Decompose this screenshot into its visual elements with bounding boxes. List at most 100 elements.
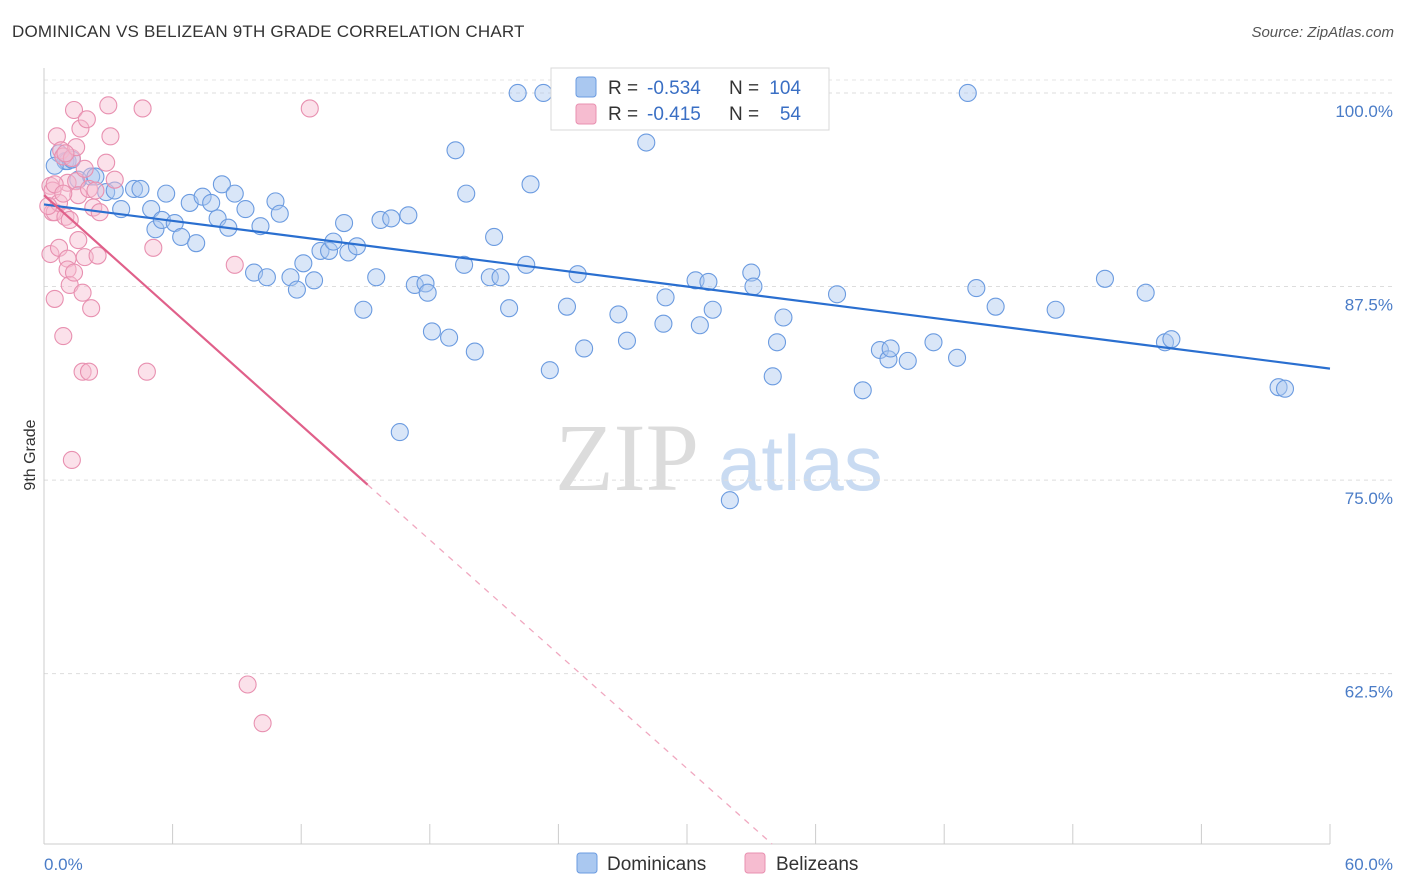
dominicans-point-56 xyxy=(465,342,484,361)
belizeans-point-43 xyxy=(137,362,156,381)
belizeans-point-26 xyxy=(73,362,92,381)
belizeans-trend-line xyxy=(43,194,369,486)
x-tick-marks xyxy=(43,824,1331,844)
belizeans-point-18 xyxy=(62,148,81,168)
trend-lines xyxy=(43,194,1331,845)
y-axis-label: 9th Grade xyxy=(22,419,39,490)
dominicans-point-13 xyxy=(146,220,165,239)
dominicans-point-58 xyxy=(485,227,504,247)
dominicans-point-68 xyxy=(575,339,594,358)
belizeans-point-27 xyxy=(73,283,92,302)
dominicans-point-100 xyxy=(1162,330,1181,349)
dominicans-point-39 xyxy=(335,213,354,233)
dominicans-point-65 xyxy=(540,361,559,380)
belizeans-point-24 xyxy=(69,231,88,250)
dominicans-point-29 xyxy=(257,268,276,287)
belizeans-point-51 xyxy=(54,184,73,203)
belizeans-point-6 xyxy=(47,127,66,146)
dominicans-point-69 xyxy=(609,305,628,324)
dominicans-point-23 xyxy=(212,175,231,194)
dominicans-point-102 xyxy=(1275,379,1295,398)
belizeans-point-20 xyxy=(64,100,84,120)
dominicans-point-85 xyxy=(827,285,847,304)
belizeans-point-11 xyxy=(54,327,73,346)
dominicans-point-33 xyxy=(287,280,306,299)
dominicans-point-93 xyxy=(958,83,977,103)
dominicans-point-34 xyxy=(294,254,313,273)
dominicans-point-15 xyxy=(157,184,176,203)
belizeans-point-48 xyxy=(300,99,319,118)
dominicans-trend-line xyxy=(43,203,1331,370)
belizeans-point-35 xyxy=(86,181,105,200)
legend: R = -0.534 N = 104 R = -0.415 N = 54 xyxy=(550,67,830,131)
dominicans-point-50 xyxy=(418,283,437,302)
belizeans-point-44 xyxy=(144,238,163,257)
dominicans-point-55 xyxy=(457,184,476,203)
dominicans-point-92 xyxy=(948,348,967,367)
watermark-atlas: atlas xyxy=(718,419,883,507)
dominicans-point-75 xyxy=(690,316,709,335)
dominicans-point-54 xyxy=(455,255,474,274)
dominicans-point-66 xyxy=(557,297,577,316)
belizeans-point-19 xyxy=(64,263,84,282)
dominicans-point-35 xyxy=(305,271,324,290)
dominicans-point-86 xyxy=(853,381,872,400)
dominicans-point-45 xyxy=(382,209,401,228)
y-tick-label-3: 62.5% xyxy=(1345,683,1393,702)
dominicans-point-91 xyxy=(924,333,943,352)
series-swatch-belizeans xyxy=(744,852,766,874)
dominicans-point-80 xyxy=(742,263,761,282)
belizeans-point-21 xyxy=(67,138,86,157)
dominicans-point-42 xyxy=(354,300,373,319)
legend-n-value-2: 54 xyxy=(780,104,802,125)
belizeans-point-4 xyxy=(45,289,64,308)
belizeans-point-42 xyxy=(133,99,152,118)
x-tick-label-min: 0.0% xyxy=(44,855,83,874)
dominicans-point-43 xyxy=(367,268,386,287)
dominicans-point-25 xyxy=(225,184,244,203)
dominicans-point-19 xyxy=(187,234,206,253)
dominicans-point-28 xyxy=(251,217,270,236)
dominicans-point-57 xyxy=(480,268,499,287)
dominicans-point-97 xyxy=(1095,269,1114,288)
y-tick-label-0: 100.0% xyxy=(1335,102,1393,121)
dominicans-point-70 xyxy=(617,331,637,350)
dominicans-point-47 xyxy=(399,206,418,225)
series-swatch-dominicans xyxy=(576,852,598,874)
belizeans-point-52 xyxy=(56,144,75,163)
legend-n-label-2: N = xyxy=(729,104,759,125)
legend-n-label-1: N = xyxy=(729,78,759,99)
legend-box xyxy=(550,67,830,131)
dominicans-point-71 xyxy=(637,133,656,152)
dominicans-point-52 xyxy=(440,328,459,347)
legend-r-label-2: R = xyxy=(608,104,638,125)
dominicans-point-96 xyxy=(1046,300,1065,319)
dominicans-point-76 xyxy=(699,272,718,291)
belizeans-point-33 xyxy=(82,299,101,318)
legend-r-value-2: -0.415 xyxy=(647,104,701,125)
legend-n-value-1: 104 xyxy=(769,78,801,99)
belizeans-point-25 xyxy=(71,119,90,138)
belizeans-point-38 xyxy=(97,153,116,172)
legend-swatch-dominicans xyxy=(575,76,597,98)
dominicans-point-53 xyxy=(446,141,465,160)
dominicans-point-31 xyxy=(270,204,289,223)
dominicans-point-64 xyxy=(534,83,553,103)
series-legend: Dominicans Belizeans xyxy=(576,852,858,875)
dominicans-point-81 xyxy=(744,277,763,296)
dominicans-point-101 xyxy=(1269,378,1288,397)
belizeans-trend-extension xyxy=(367,484,773,845)
dominicans-point-10 xyxy=(124,179,144,199)
dominicans-point-26 xyxy=(236,200,255,219)
dominicans-point-90 xyxy=(898,351,917,370)
dominicans-point-89 xyxy=(881,339,900,358)
dominicans-point-46 xyxy=(390,423,409,442)
dominicans-point-98 xyxy=(1136,283,1155,302)
watermark: ZIP atlas xyxy=(555,404,883,511)
series-label-dominicans: Dominicans xyxy=(607,854,706,875)
dominicans-point-72 xyxy=(654,314,673,333)
dominicans-point-60 xyxy=(500,299,519,318)
belizeans-point-30 xyxy=(77,110,96,129)
belizeans-point-31 xyxy=(79,179,99,199)
x-tick-label-max: 60.0% xyxy=(1345,855,1393,874)
